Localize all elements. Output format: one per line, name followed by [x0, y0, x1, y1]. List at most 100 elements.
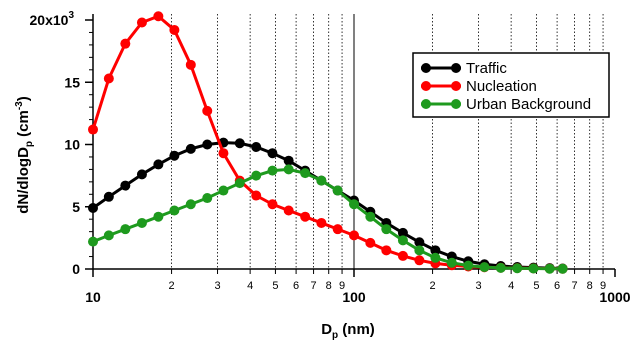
x-tick-label: 1000	[599, 289, 630, 305]
x-minor-tick-label: 8	[587, 280, 593, 292]
data-point	[557, 263, 568, 274]
data-point	[136, 17, 147, 28]
y-tick-label: 15	[64, 74, 80, 90]
data-point	[544, 263, 555, 274]
data-point	[365, 237, 376, 248]
x-minor-tick-label: 6	[554, 280, 560, 292]
series-traffic	[88, 137, 568, 274]
legend-swatch-marker	[421, 99, 431, 109]
data-point	[316, 175, 327, 186]
y-tick-label: 20x103	[30, 10, 75, 28]
data-point	[430, 252, 441, 263]
data-point	[136, 217, 147, 228]
x-minor-tick-label: 5	[533, 280, 539, 292]
x-minor-tick-label: 9	[339, 280, 345, 292]
data-point	[349, 199, 359, 210]
data-point	[202, 193, 213, 204]
data-point	[397, 250, 408, 261]
x-axis-title: Dp (nm)	[321, 321, 375, 340]
data-point	[153, 211, 164, 222]
legend-label: Traffic	[466, 60, 507, 77]
data-point	[349, 230, 359, 241]
data-point	[185, 59, 196, 70]
data-point	[169, 150, 180, 161]
data-point	[414, 245, 425, 256]
y-tick-label: 5	[72, 199, 80, 215]
data-point	[185, 199, 196, 210]
x-minor-tick-label: 5	[272, 280, 278, 292]
series-urban-background	[88, 164, 568, 274]
data-point	[202, 139, 213, 150]
x-tick-label: 100	[342, 289, 366, 305]
data-point	[88, 124, 98, 135]
data-point	[267, 165, 278, 176]
legend-swatch-marker	[451, 99, 461, 109]
data-point	[153, 11, 164, 22]
legend-swatch-marker	[451, 81, 461, 91]
data-point	[512, 263, 523, 274]
data-point	[251, 170, 262, 181]
data-point	[283, 155, 294, 166]
data-point	[88, 236, 98, 247]
data-point	[267, 148, 278, 159]
data-point	[169, 24, 180, 35]
data-point	[446, 257, 457, 268]
legend-swatch-marker	[421, 63, 431, 73]
data-point	[479, 262, 490, 273]
data-point	[120, 38, 131, 49]
data-point	[234, 178, 245, 189]
data-point	[316, 217, 327, 228]
y-axis-title: dN/dlogDp (cm-3)	[14, 96, 35, 214]
data-point	[283, 205, 294, 216]
data-point	[251, 190, 262, 201]
x-minor-tick-label: 4	[508, 280, 514, 292]
data-point	[414, 255, 425, 266]
data-point	[430, 245, 441, 256]
series-lines	[88, 11, 568, 274]
x-minor-tick-label: 8	[326, 280, 332, 292]
data-point	[381, 224, 392, 235]
data-point	[332, 185, 343, 196]
legend-label: Nucleation	[466, 78, 537, 95]
x-minor-tick-label: 9	[600, 280, 606, 292]
data-point	[300, 211, 311, 222]
data-point	[495, 262, 506, 273]
data-point	[202, 105, 213, 116]
legend-swatch-marker	[421, 81, 431, 91]
data-point	[397, 227, 408, 238]
data-point	[153, 159, 164, 170]
x-minor-tick-label: 7	[572, 280, 578, 292]
series-line	[92, 167, 563, 271]
data-point	[414, 237, 425, 248]
data-point	[528, 263, 539, 274]
data-point	[234, 138, 245, 149]
x-minor-tick-label: 3	[475, 280, 481, 292]
x-minor-tick-label: 2	[430, 280, 436, 292]
data-point	[251, 141, 262, 152]
data-point	[463, 260, 474, 271]
x-tick-label: 10	[85, 289, 101, 305]
y-tick-exponent: 3	[68, 10, 74, 21]
x-minor-tick-label: 2	[169, 280, 175, 292]
x-minor-tick-label: 3	[214, 280, 220, 292]
data-point	[218, 185, 229, 196]
y-tick-label: 10	[64, 137, 80, 153]
data-point	[381, 245, 392, 256]
x-minor-tick-label: 7	[311, 280, 317, 292]
data-point	[365, 211, 376, 222]
data-point	[169, 205, 180, 216]
series-nucleation	[88, 11, 568, 274]
data-point	[120, 224, 131, 235]
data-point	[332, 224, 343, 235]
x-minor-tick-label: 4	[247, 280, 253, 292]
legend-label: Urban Background	[466, 96, 591, 113]
legend-swatch-marker	[451, 63, 461, 73]
data-point	[283, 164, 294, 175]
data-point	[120, 180, 131, 191]
y-tick-label: 0	[72, 261, 80, 277]
data-point	[103, 73, 114, 84]
